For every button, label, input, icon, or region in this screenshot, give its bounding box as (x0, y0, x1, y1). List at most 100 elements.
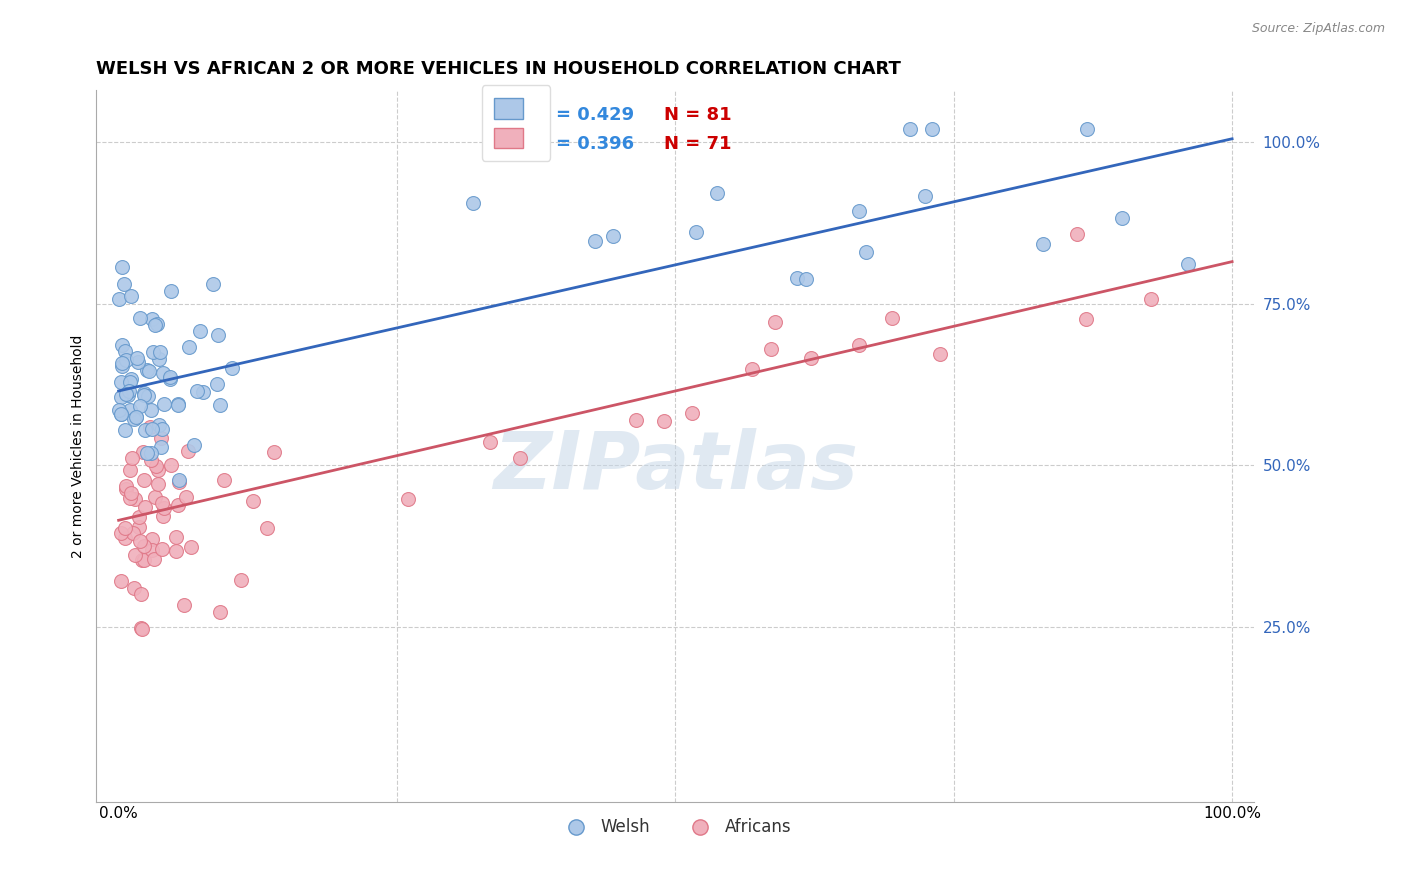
Point (114, 531, 136, 545)
Point (131, 553, 153, 567)
Point (141, 422, 163, 436)
Point (128, 519, 150, 533)
Point (125, 410, 148, 425)
Point (855, 244, 877, 259)
Point (848, 203, 870, 218)
Point (121, 525, 143, 540)
Point (167, 473, 190, 487)
Point (134, 423, 156, 437)
Point (786, 270, 808, 285)
Point (131, 622, 153, 636)
Point (160, 458, 183, 472)
Point (118, 376, 141, 390)
Point (118, 384, 141, 398)
Point (114, 520, 136, 534)
Point (898, 122, 921, 136)
Point (136, 389, 159, 403)
Point (159, 372, 181, 386)
Point (110, 407, 132, 421)
Point (124, 548, 146, 562)
Point (149, 431, 172, 445)
Point (125, 351, 148, 365)
Point (132, 385, 155, 400)
Point (921, 122, 943, 136)
Point (146, 476, 169, 491)
Point (174, 490, 197, 504)
Point (152, 509, 174, 524)
Point (1140, 292, 1163, 306)
Point (128, 400, 150, 414)
Point (132, 553, 155, 567)
Point (478, 435, 501, 450)
Point (115, 478, 138, 492)
Text: R = 0.429: R = 0.429 (537, 106, 634, 124)
Point (142, 551, 165, 566)
Point (1074, 312, 1097, 326)
Point (114, 344, 136, 359)
Point (143, 490, 166, 504)
Text: WELSH VS AFRICAN 2 OR MORE VEHICLES IN HOUSEHOLD CORRELATION CHART: WELSH VS AFRICAN 2 OR MORE VEHICLES IN H… (97, 60, 901, 78)
Point (129, 534, 152, 549)
Point (167, 498, 190, 512)
Point (120, 289, 142, 303)
Point (602, 229, 624, 244)
Point (583, 235, 606, 249)
Text: ZIPatlas: ZIPatlas (494, 428, 858, 507)
Point (131, 587, 153, 601)
Point (149, 440, 172, 454)
Point (848, 338, 870, 352)
Point (110, 574, 132, 588)
Point (153, 397, 176, 411)
Point (141, 452, 163, 467)
Point (150, 496, 173, 510)
Point (122, 412, 145, 426)
Point (139, 446, 162, 460)
Point (138, 364, 160, 378)
Legend: Welsh, Africans: Welsh, Africans (553, 812, 799, 843)
Point (124, 491, 146, 506)
Point (145, 459, 167, 474)
Point (207, 328, 229, 343)
Point (115, 387, 138, 401)
Point (117, 388, 139, 402)
Point (183, 438, 205, 452)
Point (167, 398, 190, 412)
Point (111, 260, 134, 274)
Point (120, 486, 142, 500)
Point (173, 598, 195, 612)
Point (165, 543, 187, 558)
Point (159, 369, 181, 384)
Point (118, 403, 141, 417)
Point (128, 509, 150, 524)
Point (202, 277, 225, 291)
Point (148, 418, 170, 433)
Point (741, 362, 763, 376)
Point (142, 345, 165, 359)
Point (763, 315, 786, 329)
Point (141, 542, 163, 557)
Point (794, 271, 817, 285)
Point (108, 293, 131, 307)
Point (110, 337, 132, 351)
Point (153, 500, 176, 515)
Point (652, 414, 675, 428)
Point (1066, 227, 1088, 242)
Text: Source: ZipAtlas.com: Source: ZipAtlas.com (1251, 22, 1385, 36)
Point (150, 422, 173, 436)
Point (190, 324, 212, 338)
Point (110, 525, 132, 540)
Point (111, 359, 134, 373)
Point (176, 444, 198, 458)
Point (141, 403, 163, 417)
Point (212, 473, 235, 487)
Text: R = 0.396: R = 0.396 (537, 135, 634, 153)
Point (180, 540, 202, 554)
Text: N = 81: N = 81 (664, 106, 731, 124)
Point (1111, 211, 1133, 225)
Point (256, 521, 278, 535)
Point (110, 376, 132, 390)
Point (145, 318, 167, 333)
Point (681, 406, 703, 420)
Point (208, 605, 231, 619)
Point (150, 541, 173, 556)
